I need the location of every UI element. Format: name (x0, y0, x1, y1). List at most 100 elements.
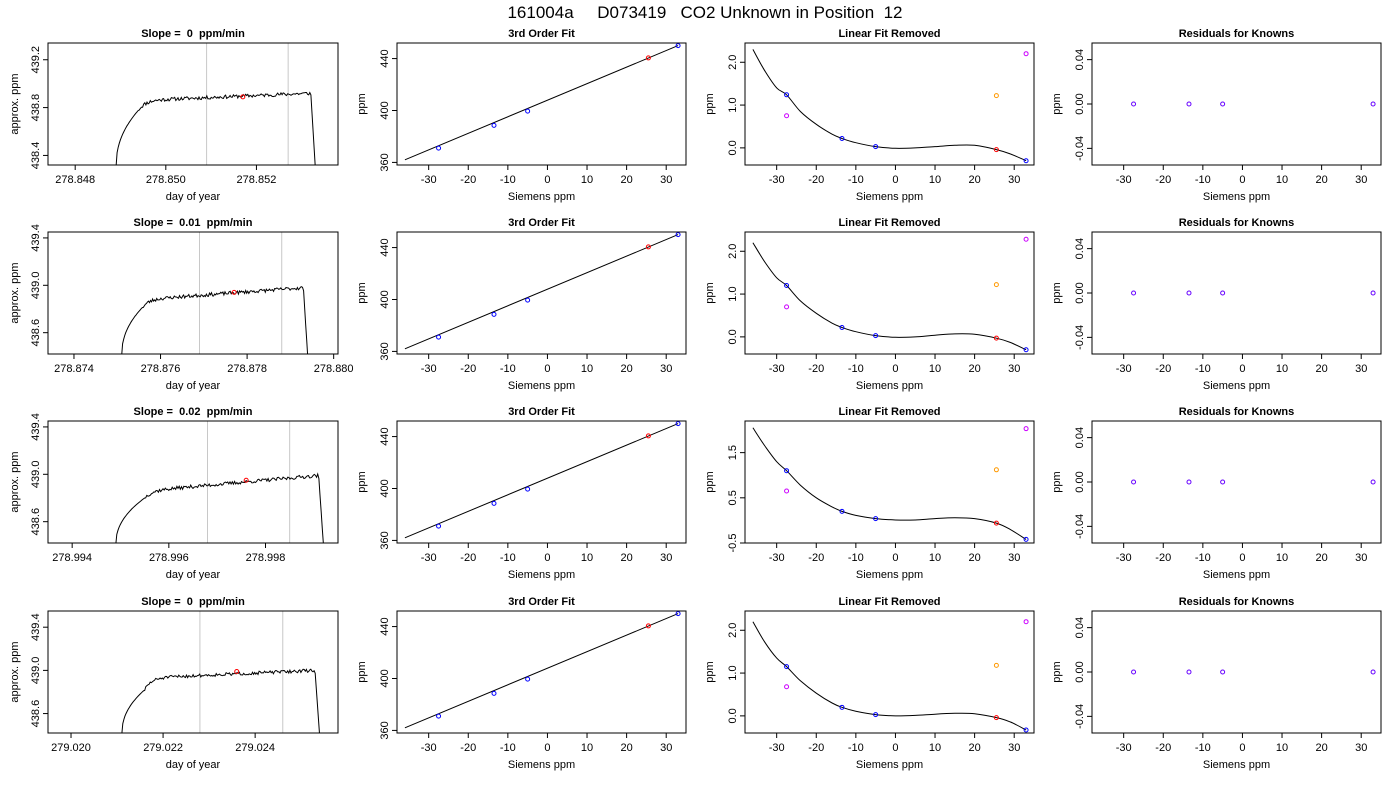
y-tick-label: 400 (379, 669, 391, 687)
plot-area (752, 236, 1029, 353)
x-tick-label: 0 (544, 742, 550, 754)
y-tick-label: 0.0 (727, 329, 739, 344)
x-tick-label: -10 (500, 742, 516, 754)
y-tick-label: 360 (379, 342, 391, 360)
y-tick-label: 438.4 (30, 142, 42, 170)
panel-title: Residuals for Knowns (1179, 28, 1295, 40)
y-tick-label: 360 (379, 531, 391, 549)
plot-area (115, 421, 324, 543)
x-tick-label: 20 (620, 742, 632, 754)
y-tick-label: 0.04 (1074, 617, 1086, 638)
x-tick-label: -30 (1116, 174, 1132, 186)
data-point (839, 508, 845, 514)
data-point (1370, 669, 1376, 675)
x-axis-label: Siemens ppm (508, 759, 575, 771)
x-axis-label: day of year (166, 191, 221, 203)
fit-curve (752, 427, 1027, 540)
plot-area (404, 43, 681, 161)
data-point (873, 712, 879, 718)
y-axis-label: ppm (704, 471, 716, 492)
panel-2-0: Slope = 0.02 ppm/min 278.994 278.996 278.99… (9, 406, 339, 581)
panel-2-1: 3rd Order Fit -30 -20 -10 0 10 20 30 360 400 440 Si… (356, 406, 687, 581)
data-point (839, 135, 845, 141)
data-point (436, 713, 442, 719)
panel-title: Linear Fit Removed (838, 217, 940, 229)
x-tick-label: 20 (968, 742, 980, 754)
x-tick-label: -20 (460, 552, 476, 564)
data-point (784, 488, 790, 494)
panel-title: Slope = 0.01 ppm/min (134, 217, 253, 229)
x-tick-label: 278.994 (52, 552, 92, 564)
data-point (436, 145, 442, 151)
x-tick-label: -10 (848, 742, 864, 754)
plot-area (1131, 290, 1376, 296)
x-tick-label: 10 (581, 174, 593, 186)
data-point (1131, 669, 1137, 675)
x-axis-label: Siemens ppm (856, 759, 923, 771)
x-tick-label: 0 (1239, 363, 1245, 375)
y-tick-label: 360 (379, 721, 391, 739)
x-axis-label: Siemens ppm (856, 569, 923, 581)
panel-3-0: Slope = 0 ppm/min 279.020 279.022 279.024 43… (9, 596, 339, 771)
plot-frame (744, 610, 1035, 734)
x-tick-label: 278.878 (227, 363, 267, 375)
x-axis-label: Siemens ppm (856, 380, 923, 392)
y-tick-label: -0.04 (1074, 514, 1086, 539)
y-axis-label: approx. ppm (9, 641, 21, 702)
panel-title: Residuals for Knowns (1179, 406, 1295, 418)
x-tick-label: -20 (460, 174, 476, 186)
panel-title: Residuals for Knowns (1179, 217, 1295, 229)
y-axis-label: ppm (1051, 93, 1063, 114)
data-point (645, 55, 651, 61)
x-tick-label: 20 (1315, 363, 1327, 375)
y-tick-label: 400 (379, 290, 391, 308)
x-tick-label: 278.880 (314, 363, 354, 375)
data-point (645, 433, 651, 439)
data-point (491, 122, 497, 128)
y-tick-label: 0.04 (1074, 427, 1086, 448)
data-point (675, 421, 681, 427)
panel-2-2: Linear Fit Removed -30 -20 -10 0 10 20 30 -0.5 0.… (704, 406, 1035, 581)
y-tick-label: 0.00 (1074, 661, 1086, 682)
x-tick-label: 278.852 (237, 174, 277, 186)
x-tick-label: 30 (1355, 552, 1367, 564)
fit-line (404, 613, 679, 729)
y-axis-label: ppm (356, 282, 368, 303)
plot-area (121, 611, 320, 733)
panel-title: Slope = 0 ppm/min (141, 28, 245, 40)
x-tick-label: 30 (1008, 174, 1020, 186)
data-point (1023, 727, 1029, 733)
data-trace (121, 668, 320, 733)
data-point (784, 92, 790, 98)
panel-0-2: Linear Fit Removed -30 -20 -10 0 10 20 30 0.0 1.0… (704, 28, 1035, 203)
x-tick-label: 0 (892, 552, 898, 564)
x-tick-label: -20 (1155, 363, 1171, 375)
plot-frame (47, 610, 339, 734)
x-axis-label: Siemens ppm (1203, 191, 1270, 203)
data-point (231, 289, 237, 295)
data-point (675, 43, 681, 49)
data-trace (121, 286, 309, 354)
x-axis-label: Siemens ppm (1203, 380, 1270, 392)
y-tick-label: 438.6 (30, 700, 42, 728)
x-tick-label: -10 (500, 552, 516, 564)
data-point (234, 668, 240, 674)
plot-frame (1091, 42, 1382, 166)
x-tick-label: 278.848 (55, 174, 95, 186)
data-point (784, 113, 790, 119)
x-tick-label: 10 (1276, 174, 1288, 186)
panel-0-0: Slope = 0 ppm/min 278.848 278.850 278.852 43… (9, 28, 339, 203)
y-axis-label: approx. ppm (9, 262, 21, 323)
x-tick-label: -30 (421, 363, 437, 375)
x-tick-label: -20 (460, 742, 476, 754)
x-tick-label: 278.874 (54, 363, 94, 375)
y-tick-label: 0.00 (1074, 282, 1086, 303)
x-tick-label: 20 (1315, 174, 1327, 186)
x-tick-label: 30 (1008, 552, 1020, 564)
data-point (993, 147, 999, 153)
x-tick-label: 0 (544, 363, 550, 375)
y-tick-label: 360 (379, 153, 391, 171)
panel-title: Residuals for Knowns (1179, 596, 1295, 608)
x-tick-label: -20 (1155, 174, 1171, 186)
